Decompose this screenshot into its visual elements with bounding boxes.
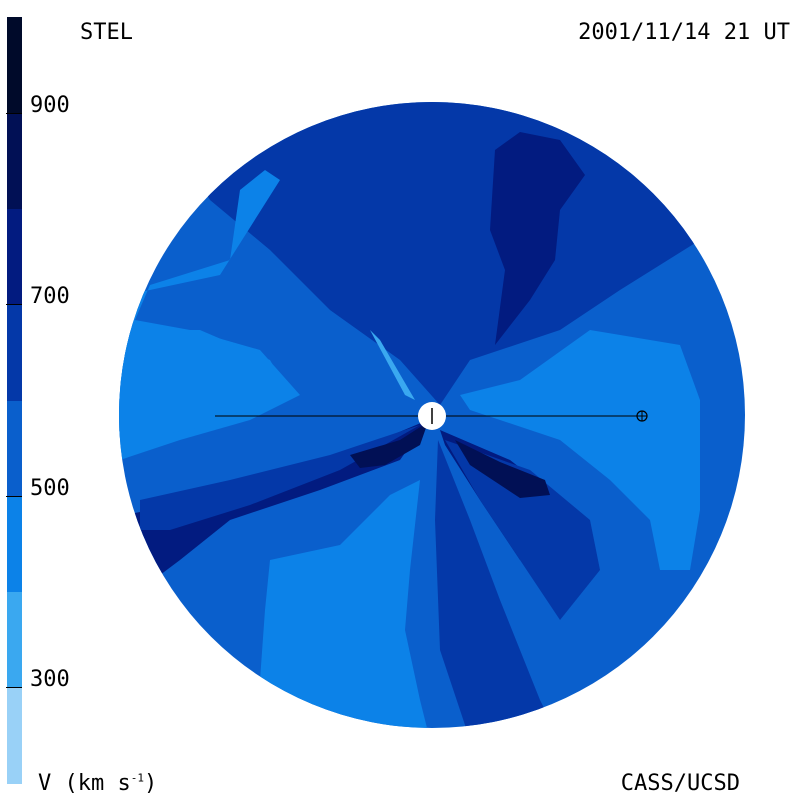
colorbar	[7, 17, 22, 784]
velocity-contours	[119, 102, 745, 728]
colorbar-tick-label: 500	[30, 475, 70, 501]
colorbar-label: V (km s-1)	[38, 773, 157, 795]
colorbar-label-close: )	[143, 771, 158, 796]
colorbar-segment	[7, 304, 22, 401]
contour-left-light-2	[119, 330, 290, 440]
colorbar-tick	[6, 304, 22, 306]
colorbar-tick	[6, 495, 22, 497]
colorbar-label-text: V (km s	[38, 771, 131, 796]
contour-right-light	[460, 330, 700, 570]
colorbar-tick	[6, 687, 22, 689]
contour-upper-dark	[490, 132, 585, 345]
contour-lower-mid	[445, 440, 600, 620]
contour-streak	[370, 330, 415, 400]
colorbar-tick-label: 700	[30, 284, 70, 310]
colorbar-segment	[7, 17, 22, 114]
contour-center-darkest	[350, 422, 428, 468]
colorbar-tick-label: 300	[30, 667, 70, 693]
contour-lower-light	[260, 480, 430, 728]
colorbar-segment	[7, 112, 22, 209]
colorbar-segment	[7, 400, 22, 497]
colorbar-segment	[7, 208, 22, 305]
contour-center-darkest-2	[455, 440, 550, 498]
colorbar-label-exponent: -1	[130, 771, 144, 785]
colorbar-tick-label: 900	[30, 92, 70, 118]
data-source-label: STEL	[80, 20, 133, 45]
colorbar-segment	[7, 687, 22, 784]
colorbar-segment	[7, 495, 22, 592]
timestamp-label: 2001/11/14 21 UT	[578, 20, 790, 45]
credit-label: CASS/UCSD	[620, 771, 740, 796]
colorbar-segment	[7, 591, 22, 688]
contour-left-mid	[140, 425, 420, 530]
contour-lower-band	[435, 440, 560, 728]
sun-icon	[418, 402, 446, 430]
colorbar-tick	[6, 112, 22, 114]
earth-icon	[636, 410, 648, 422]
